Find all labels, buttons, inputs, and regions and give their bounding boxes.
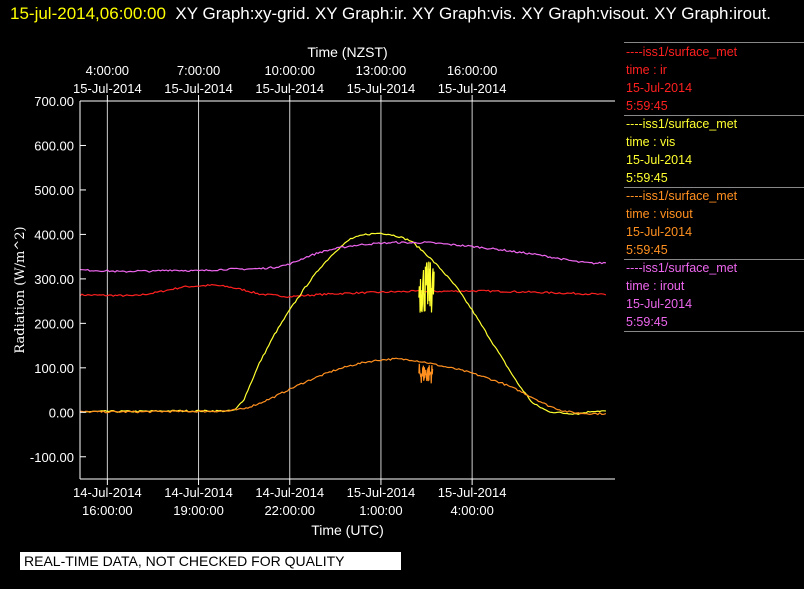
y-tick-label: 700.00 xyxy=(34,94,74,109)
x2-tick-time: 4:00:00 xyxy=(86,63,129,78)
x-axis-title: Time (UTC) xyxy=(311,522,384,538)
x-tick-date: 15-Jul-2014 xyxy=(347,485,416,500)
series-spike-vis xyxy=(418,261,435,313)
y-tick-label: 300.00 xyxy=(34,272,74,287)
graph-list: XY Graph:xy-grid. XY Graph:ir. XY Graph:… xyxy=(175,4,772,23)
x-tick-date: 14-Jul-2014 xyxy=(255,485,324,500)
quality-warning-banner: REAL-TIME DATA, NOT CHECKED FOR QUALITY xyxy=(20,552,401,570)
legend-time: 5:59:45 xyxy=(626,99,668,113)
legend-date: 15-Jul-2014 xyxy=(626,225,693,239)
x2-tick-time: 7:00:00 xyxy=(177,63,220,78)
x2-tick-time: 16:00:00 xyxy=(447,63,498,78)
legend-entry-visout: ----iss1/surface_met time : visout 15-Ju… xyxy=(626,187,802,259)
y-tick-label: 100.00 xyxy=(34,361,74,376)
x2-tick-date: 15-Jul-2014 xyxy=(255,81,324,96)
legend-time: 5:59:45 xyxy=(626,171,668,185)
legend-date: 15-Jul-2014 xyxy=(626,153,693,167)
legend-field: time : irout xyxy=(626,279,685,293)
series-line-irout xyxy=(79,240,607,273)
x-tick-time: 19:00:00 xyxy=(173,503,224,518)
x2-tick-date: 15-Jul-2014 xyxy=(438,81,507,96)
y-tick-label: 400.00 xyxy=(34,227,74,242)
legend-field: time : vis xyxy=(626,135,676,149)
series-line-visout xyxy=(79,357,607,416)
x-tick-time: 1:00:00 xyxy=(359,503,402,518)
legend-source: ----iss1/surface_met xyxy=(626,189,738,203)
grid-lines xyxy=(106,101,473,479)
series-line-ir xyxy=(79,283,607,299)
legend-separator xyxy=(624,331,804,332)
y-tick-label: 0.00 xyxy=(49,405,74,420)
legend-separator xyxy=(624,115,804,116)
x-tick-date: 14-Jul-2014 xyxy=(73,485,142,500)
y-tick-label: 500.00 xyxy=(34,183,74,198)
x2-axis-title: Time (NZST) xyxy=(307,44,387,60)
y-tick-label: -100.00 xyxy=(30,450,74,465)
series-line-vis xyxy=(79,232,606,416)
legend-entry-vis: ----iss1/surface_met time : vis 15-Jul-2… xyxy=(626,115,802,187)
series-spike-visout xyxy=(418,363,434,384)
legend-field: time : visout xyxy=(626,207,693,221)
series-lines xyxy=(79,232,607,416)
legend-source: ----iss1/surface_met xyxy=(626,45,738,59)
legend-separator xyxy=(624,42,804,43)
x2-tick-time: 13:00:00 xyxy=(356,63,407,78)
axes xyxy=(79,95,615,485)
legend-entry-irout: ----iss1/surface_met time : irout 15-Jul… xyxy=(626,259,802,331)
legend-separator xyxy=(624,187,804,188)
legend-entry-ir: ----iss1/surface_met time : ir 15-Jul-20… xyxy=(626,43,802,115)
legend-time: 5:59:45 xyxy=(626,243,668,257)
x-tick-time: 4:00:00 xyxy=(450,503,493,518)
x-tick-date: 15-Jul-2014 xyxy=(438,485,507,500)
legend-date: 15-Jul-2014 xyxy=(626,297,693,311)
y-axis-title: Radiation (W/m^2) xyxy=(13,226,28,353)
timestamp: 15-jul-2014,06:00:00 xyxy=(10,4,166,23)
x2-tick-date: 15-Jul-2014 xyxy=(73,81,142,96)
legend-time: 5:59:45 xyxy=(626,315,668,329)
graph-title: 15-jul-2014,06:00:00 XY Graph:xy-grid. X… xyxy=(10,2,790,25)
legend-separator xyxy=(624,259,804,260)
legend-source: ----iss1/surface_met xyxy=(626,261,738,275)
x2-tick-date: 15-Jul-2014 xyxy=(164,81,233,96)
legend-date: 15-Jul-2014 xyxy=(626,81,693,95)
y-tick-label: 600.00 xyxy=(34,138,74,153)
x2-tick-time: 10:00:00 xyxy=(264,63,315,78)
axis-labels: 700.00 600.00 500.00 400.00 300.00 200.00 100.… xyxy=(13,44,506,538)
x-tick-date: 14-Jul-2014 xyxy=(164,485,233,500)
x-tick-time: 16:00:00 xyxy=(82,503,133,518)
x-tick-time: 22:00:00 xyxy=(264,503,315,518)
legend-field: time : ir xyxy=(626,63,667,77)
legend-source: ----iss1/surface_met xyxy=(626,117,738,131)
y-tick-label: 200.00 xyxy=(34,316,74,331)
x2-tick-date: 15-Jul-2014 xyxy=(347,81,416,96)
